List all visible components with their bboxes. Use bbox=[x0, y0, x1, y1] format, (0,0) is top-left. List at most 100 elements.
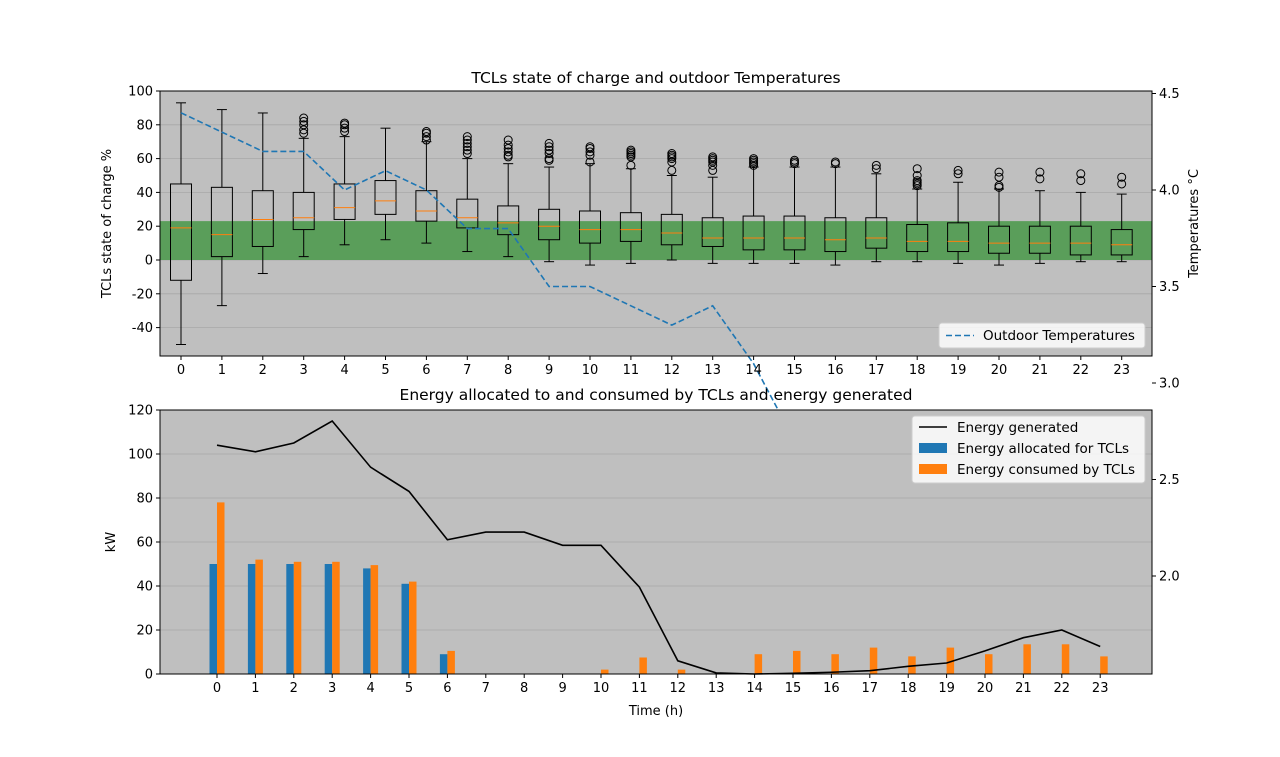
y-tick-label-right: 2.5 bbox=[1159, 473, 1180, 488]
box-outlier bbox=[503, 147, 513, 157]
x-tick-label-bottom: 1 bbox=[251, 681, 259, 696]
box-body bbox=[865, 217, 888, 249]
x-tick-label-bottom: 4 bbox=[366, 681, 374, 696]
y-tick-label-left: 100 bbox=[128, 85, 153, 100]
x-tick-label-bottom: 21 bbox=[1015, 681, 1032, 696]
x-tick-label-top: 12 bbox=[664, 363, 681, 378]
legend-entry-energy-consumed: Energy consumed by TCLs bbox=[957, 462, 1135, 478]
box-outlier bbox=[299, 116, 309, 126]
bar-consumed-hour-10 bbox=[601, 669, 609, 674]
box-body bbox=[333, 183, 356, 220]
comfort-band bbox=[160, 221, 1152, 260]
bar-consumed-hour-20 bbox=[985, 654, 993, 674]
box-outlier bbox=[667, 149, 677, 159]
box-hour-6 bbox=[415, 127, 438, 244]
y-tick-label-bottom: 0 bbox=[145, 668, 153, 683]
bar-consumed-hour-1 bbox=[255, 559, 263, 674]
box-hour-23 bbox=[1110, 172, 1133, 263]
box-hour-11 bbox=[619, 145, 642, 264]
x-tick-label-bottom: 15 bbox=[785, 681, 802, 696]
box-outlier bbox=[912, 171, 922, 180]
x-tick-label-bottom: 19 bbox=[938, 681, 955, 696]
box-outlier bbox=[749, 154, 759, 164]
bar-allocated-hour-2 bbox=[286, 564, 294, 674]
box-outlier bbox=[1035, 174, 1045, 184]
box-outlier bbox=[871, 160, 881, 170]
legend-swatch-energy-allocated bbox=[919, 443, 947, 453]
box-body bbox=[170, 183, 192, 281]
box-hour-22 bbox=[1069, 169, 1092, 263]
box-body bbox=[415, 190, 438, 222]
x-tick-label-top: 17 bbox=[868, 363, 885, 378]
bar-consumed-hour-3 bbox=[332, 561, 340, 674]
x-tick-label-top: 8 bbox=[504, 363, 512, 378]
x-tick-label-bottom: 9 bbox=[558, 681, 566, 696]
x-tick-label-top: 14 bbox=[745, 363, 762, 378]
box-outlier bbox=[299, 113, 309, 123]
bar-consumed-hour-0 bbox=[217, 502, 225, 674]
box-hour-20 bbox=[988, 167, 1010, 266]
box-outlier bbox=[503, 140, 513, 150]
box-hour-12 bbox=[660, 149, 683, 261]
bar-consumed-hour-16 bbox=[831, 654, 839, 674]
x-tick-label-bottom: 11 bbox=[631, 681, 648, 696]
box-hour-3 bbox=[292, 113, 315, 258]
box-outlier bbox=[544, 142, 554, 152]
x-tick-label-bottom: 22 bbox=[1054, 681, 1071, 696]
y-tick-label-bottom: 80 bbox=[136, 492, 153, 507]
y-tick-label-bottom: 20 bbox=[136, 624, 153, 639]
box-body bbox=[210, 186, 233, 258]
x-tick-label-top: 10 bbox=[582, 363, 599, 378]
x-tick-label-bottom: 14 bbox=[746, 681, 763, 696]
x-tick-label-bottom: 5 bbox=[405, 681, 413, 696]
x-tick-label-bottom: 10 bbox=[593, 681, 610, 696]
x-tick-label-top: 0 bbox=[177, 363, 185, 378]
x-tick-label-top: 7 bbox=[463, 363, 471, 378]
legend-box bbox=[938, 322, 1146, 349]
x-tick-label-top: 6 bbox=[422, 363, 430, 378]
y-tick-label-left: -40 bbox=[132, 321, 153, 336]
box-body bbox=[947, 222, 970, 253]
box-outlier bbox=[708, 152, 718, 162]
box-outlier bbox=[462, 145, 472, 155]
box-body bbox=[538, 208, 561, 241]
legend-entry-energy-generated: Energy generated bbox=[957, 420, 1078, 436]
y-tick-label-bottom: 120 bbox=[128, 404, 153, 419]
x-tick-label-bottom: 6 bbox=[443, 681, 451, 696]
x-tick-label-bottom: 3 bbox=[328, 681, 336, 696]
box-outlier bbox=[912, 176, 922, 186]
bar-allocated-hour-3 bbox=[324, 564, 333, 674]
bar-consumed-hour-19 bbox=[946, 647, 955, 674]
box-hour-9 bbox=[538, 138, 561, 263]
box-hour-4 bbox=[333, 118, 356, 246]
x-tick-label-bottom: 8 bbox=[520, 681, 528, 696]
box-body bbox=[251, 190, 274, 247]
box-hour-0 bbox=[170, 102, 192, 345]
x-tick-label-bottom: 7 bbox=[482, 681, 490, 696]
legend-swatch-energy-consumed bbox=[919, 464, 947, 474]
bar-consumed-hour-2 bbox=[293, 561, 302, 674]
y-tick-label-bottom: 60 bbox=[136, 536, 153, 551]
box-outlier bbox=[1117, 172, 1127, 182]
box-hour-13 bbox=[701, 152, 724, 264]
bar-allocated-hour-6 bbox=[439, 654, 448, 674]
bar-consumed-hour-22 bbox=[1061, 644, 1070, 674]
x-tick-label-top: 15 bbox=[786, 363, 803, 378]
x-tick-label-bottom: 17 bbox=[862, 681, 879, 696]
box-body bbox=[701, 217, 724, 247]
box-hour-21 bbox=[1028, 167, 1051, 264]
x-axis-label: Time (h) bbox=[628, 704, 683, 719]
box-outlier bbox=[912, 164, 922, 174]
box-outlier bbox=[544, 149, 554, 159]
bar-allocated-hour-1 bbox=[247, 564, 256, 674]
box-outlier bbox=[544, 138, 554, 148]
x-tick-label-top: 11 bbox=[623, 363, 640, 378]
x-tick-label-top: 16 bbox=[827, 363, 844, 378]
x-tick-label-top: 13 bbox=[704, 363, 721, 378]
legend-entry-outdoor-temperatures: Outdoor Temperatures bbox=[983, 328, 1135, 344]
box-body bbox=[579, 210, 601, 244]
y-axis-label-left: TCLs state of charge % bbox=[100, 149, 115, 299]
box-outlier bbox=[994, 172, 1004, 182]
bar-consumed-hour-14 bbox=[754, 654, 763, 674]
legend-top: Outdoor Temperatures bbox=[938, 322, 1146, 349]
